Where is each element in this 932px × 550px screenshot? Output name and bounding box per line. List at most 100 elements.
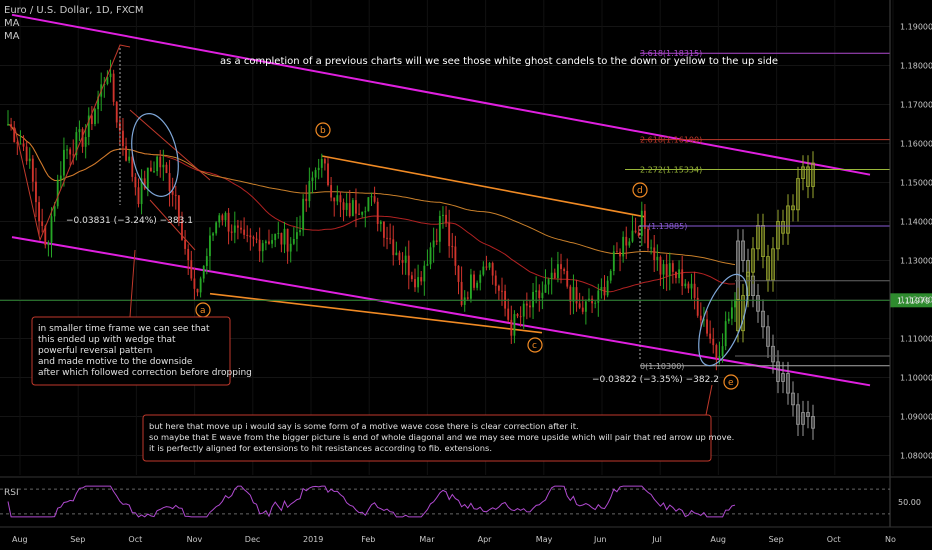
candle-body: [22, 143, 25, 147]
ghost-bull-body: [791, 205, 795, 211]
candle-body: [87, 115, 90, 138]
candle-body: [637, 232, 640, 236]
ellipse-e-wave: [698, 273, 748, 367]
candle-body: [205, 256, 208, 266]
candle-body: [603, 286, 606, 296]
wave-circle: [315, 122, 331, 138]
candle-body: [628, 241, 631, 246]
candle-body: [538, 290, 541, 299]
fib-label: 3.618(1.18315): [640, 49, 702, 58]
candle-body: [261, 243, 264, 252]
time-tick: No: [885, 535, 896, 544]
candle-body: [118, 122, 121, 131]
candle-body: [90, 115, 93, 125]
candle-body: [423, 265, 426, 282]
candle-body: [184, 239, 187, 249]
candle-body: [510, 319, 513, 336]
candle-body: [392, 239, 395, 256]
candle-body: [581, 307, 584, 312]
candle-body: [249, 235, 252, 238]
ghost-bear-body: [796, 404, 800, 425]
candle-body: [469, 274, 472, 299]
candle-body: [501, 290, 503, 292]
candle-body: [16, 142, 19, 144]
overlay: 3.618(1.18315) 2.618(1.16100) 2.272(1.1533…: [0, 44, 932, 416]
candle-body: [62, 149, 65, 176]
orange-upper: [321, 155, 646, 218]
candle-body: [519, 316, 522, 318]
candle-body: [466, 297, 469, 299]
candle-body: [675, 271, 677, 279]
candle-body: [174, 194, 177, 196]
ghost-bear-body: [756, 295, 760, 312]
ghost-bull-body: [766, 256, 770, 281]
time-tick: Feb: [361, 535, 375, 544]
channel-upper: [11, 13, 871, 176]
candle-body: [348, 203, 351, 217]
candle-body: [398, 252, 401, 260]
candle-body: [75, 132, 78, 156]
candle-body: [367, 197, 370, 212]
time-tick: Sep: [70, 535, 85, 544]
candle-body: [274, 233, 277, 241]
candle-body: [404, 255, 407, 263]
ghost-candles: [736, 151, 815, 440]
candle-body: [202, 265, 205, 279]
ghost-bull-body: [756, 224, 760, 250]
price-tick: 1.10000: [900, 374, 932, 383]
candle-body: [634, 230, 637, 233]
wave-circle: [632, 182, 648, 198]
candle-body: [149, 167, 152, 172]
wave-label: b: [320, 126, 326, 136]
candle-body: [631, 230, 634, 242]
wedge-line: [14, 44, 131, 242]
candle-body: [351, 200, 354, 217]
candle-body: [106, 77, 109, 85]
ghost-bull-body: [771, 248, 775, 281]
candle-body: [690, 283, 693, 289]
current-price-label: 1.11979: [897, 296, 930, 305]
candle-body: [296, 232, 298, 239]
candle-body: [125, 146, 127, 161]
time-tick: Aug: [12, 535, 28, 544]
rsi-line: [7, 485, 736, 518]
ghost-bull-body: [776, 221, 780, 250]
candle-body: [320, 159, 323, 168]
candle-body: [165, 164, 168, 174]
candle-body: [448, 222, 451, 247]
measure-label-1: −0.03831 (−3.24%) −383.1: [66, 216, 193, 226]
candle-body: [420, 277, 423, 282]
candle-body: [190, 260, 193, 279]
candle-body: [417, 277, 420, 288]
candle-body: [429, 247, 432, 265]
candle-body: [476, 282, 479, 288]
candle-body: [541, 292, 544, 299]
price-tick: 1.12000: [900, 296, 932, 305]
ghost-bear-body: [806, 412, 810, 417]
candle-body: [612, 251, 615, 272]
candle-body: [78, 129, 81, 133]
ghost-bull-body: [796, 178, 800, 211]
headline: as a completion of a previous charts wil…: [220, 56, 778, 67]
candle-body: [227, 212, 230, 232]
candle-body: [491, 263, 494, 276]
candle-body: [305, 198, 308, 202]
price-tick: 1.17000: [900, 101, 932, 110]
candle-body: [482, 266, 485, 275]
candle-body: [137, 187, 140, 205]
candle-body: [268, 241, 270, 244]
candle-body: [333, 197, 336, 202]
candle-body: [28, 158, 31, 162]
candle-body: [361, 211, 364, 215]
candle-body: [187, 248, 190, 261]
candle-body: [339, 195, 342, 203]
candle-body: [370, 196, 373, 198]
candle-body: [355, 200, 357, 214]
rsi-pane: [0, 485, 890, 518]
candle-body: [395, 252, 398, 256]
candle-body: [140, 178, 143, 205]
candle-body: [609, 271, 612, 281]
candle-body: [656, 256, 659, 261]
candle-body: [401, 259, 404, 263]
